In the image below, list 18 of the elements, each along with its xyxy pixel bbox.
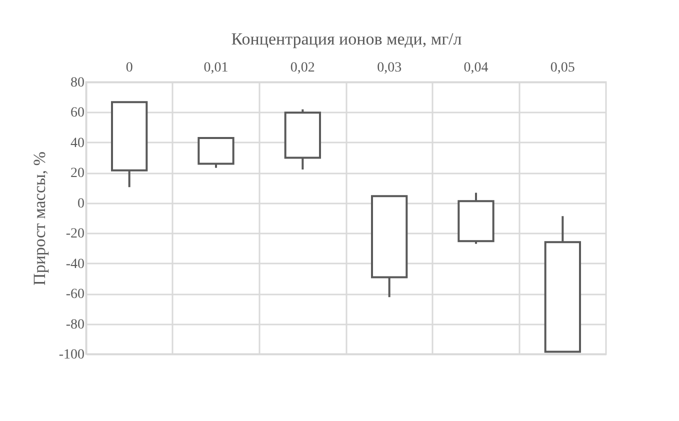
x-tick-label: 0,05 bbox=[550, 60, 575, 76]
y-axis-title: Прирост массы, % bbox=[30, 152, 49, 286]
x-tick-label: 0,01 bbox=[204, 60, 228, 76]
y-tick-label: -80 bbox=[66, 317, 84, 332]
y-tick-label: 60 bbox=[70, 106, 84, 121]
x-tick-label: 0 bbox=[126, 60, 133, 76]
y-tick-label: -40 bbox=[66, 256, 84, 272]
y-tick-label: -100 bbox=[58, 348, 84, 362]
y-tick-label: -60 bbox=[66, 287, 84, 302]
x-tick-label: 0,03 bbox=[377, 60, 402, 76]
y-tick-label: 20 bbox=[70, 166, 84, 182]
x-tick-label: 0,04 bbox=[464, 60, 488, 76]
y-tick-label: 0 bbox=[78, 196, 84, 212]
y-tick-label: 80 bbox=[70, 76, 84, 90]
y-tick-label: -20 bbox=[66, 226, 84, 242]
y-tick-label: 40 bbox=[70, 136, 84, 151]
x-tick-label: 0,02 bbox=[290, 60, 315, 76]
x-axis-title: Концентрация ионов меди, мг/л bbox=[231, 30, 462, 48]
